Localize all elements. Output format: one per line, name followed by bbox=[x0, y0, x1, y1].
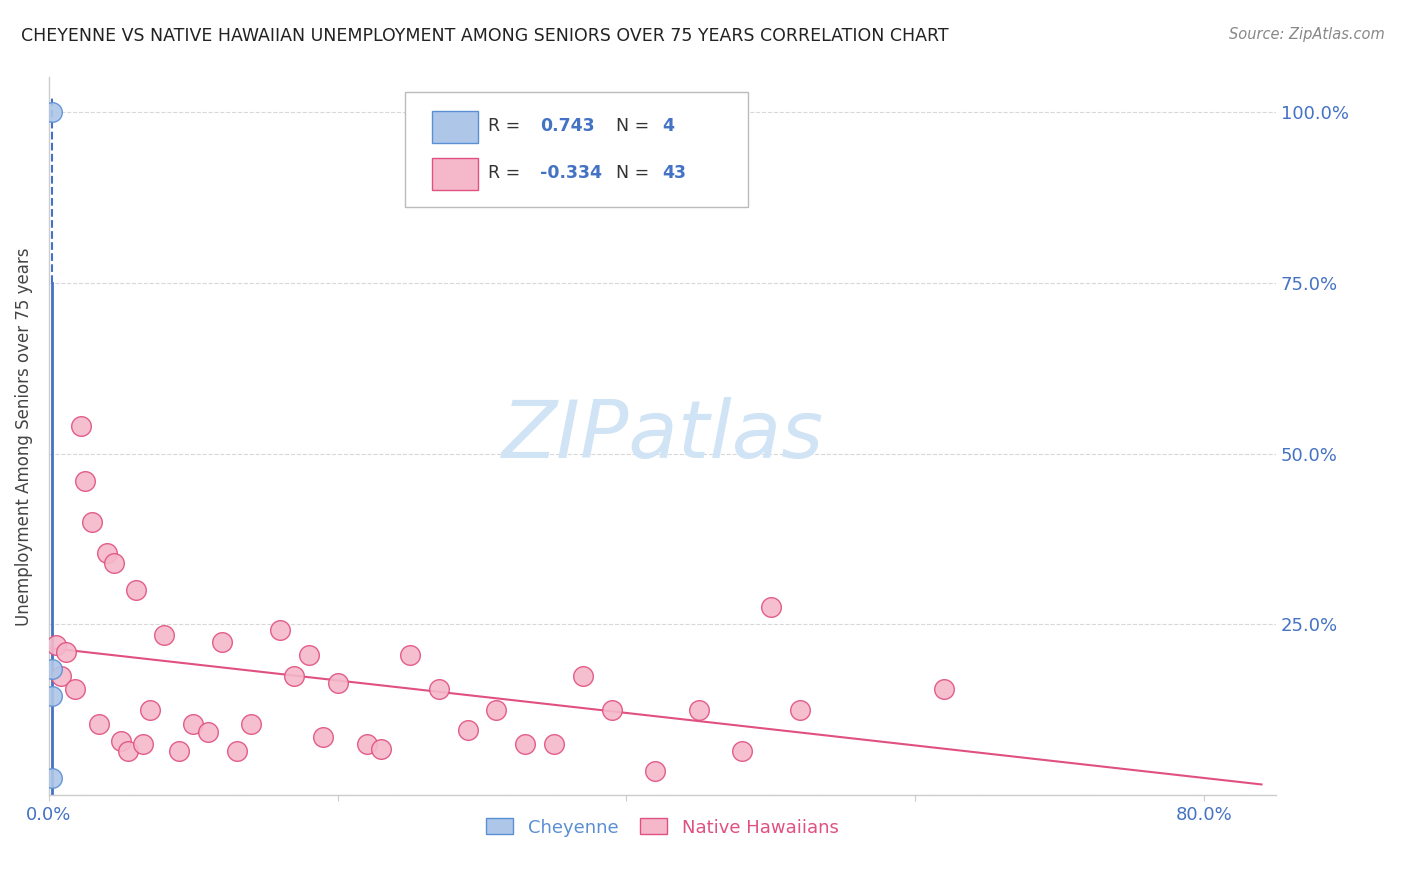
Point bbox=[731, 744, 754, 758]
Point bbox=[932, 682, 955, 697]
Point bbox=[82, 515, 104, 529]
Point bbox=[298, 648, 321, 663]
Point bbox=[370, 742, 392, 756]
Point bbox=[600, 703, 623, 717]
Point bbox=[41, 690, 63, 704]
Point bbox=[572, 669, 595, 683]
Text: CHEYENNE VS NATIVE HAWAIIAN UNEMPLOYMENT AMONG SENIORS OVER 75 YEARS CORRELATION: CHEYENNE VS NATIVE HAWAIIAN UNEMPLOYMENT… bbox=[21, 27, 949, 45]
Point bbox=[457, 723, 479, 738]
Point bbox=[41, 104, 63, 119]
Point bbox=[96, 546, 118, 560]
Point bbox=[240, 716, 263, 731]
Point bbox=[356, 737, 378, 751]
Point bbox=[103, 556, 125, 570]
Point bbox=[789, 703, 811, 717]
Point bbox=[427, 682, 450, 697]
Point bbox=[543, 737, 565, 751]
Text: 4: 4 bbox=[662, 117, 675, 135]
Point bbox=[153, 628, 176, 642]
Point bbox=[41, 772, 63, 786]
Point bbox=[117, 744, 139, 758]
Point bbox=[181, 716, 204, 731]
Point bbox=[63, 682, 86, 697]
Point bbox=[110, 733, 132, 747]
Text: 0.743: 0.743 bbox=[540, 117, 595, 135]
Point bbox=[69, 419, 91, 434]
Legend: Cheyenne, Native Hawaiians: Cheyenne, Native Hawaiians bbox=[479, 811, 846, 844]
Point bbox=[89, 716, 111, 731]
Point bbox=[73, 474, 96, 488]
Text: R =: R = bbox=[488, 164, 520, 182]
Point bbox=[45, 638, 67, 652]
Text: N =: N = bbox=[616, 164, 650, 182]
Y-axis label: Unemployment Among Seniors over 75 years: Unemployment Among Seniors over 75 years bbox=[15, 247, 32, 625]
FancyBboxPatch shape bbox=[432, 111, 478, 143]
Point bbox=[269, 623, 291, 637]
Point bbox=[41, 662, 63, 676]
Point bbox=[139, 703, 162, 717]
Text: ZIPatlas: ZIPatlas bbox=[502, 398, 824, 475]
Point bbox=[312, 731, 335, 745]
Point bbox=[197, 725, 219, 739]
Point bbox=[515, 737, 537, 751]
Point bbox=[124, 583, 146, 598]
Text: N =: N = bbox=[616, 117, 650, 135]
Point bbox=[283, 669, 305, 683]
Point bbox=[688, 703, 710, 717]
Text: 43: 43 bbox=[662, 164, 686, 182]
Point bbox=[55, 645, 77, 659]
Point bbox=[132, 737, 155, 751]
Text: Source: ZipAtlas.com: Source: ZipAtlas.com bbox=[1229, 27, 1385, 42]
Text: -0.334: -0.334 bbox=[540, 164, 602, 182]
FancyBboxPatch shape bbox=[405, 92, 748, 207]
Point bbox=[399, 648, 422, 663]
Point bbox=[326, 675, 349, 690]
FancyBboxPatch shape bbox=[432, 158, 478, 190]
Point bbox=[211, 634, 233, 648]
Point bbox=[485, 703, 508, 717]
Point bbox=[49, 669, 72, 683]
Point bbox=[167, 744, 190, 758]
Point bbox=[759, 600, 782, 615]
Point bbox=[225, 744, 247, 758]
Text: R =: R = bbox=[488, 117, 520, 135]
Point bbox=[644, 764, 666, 779]
